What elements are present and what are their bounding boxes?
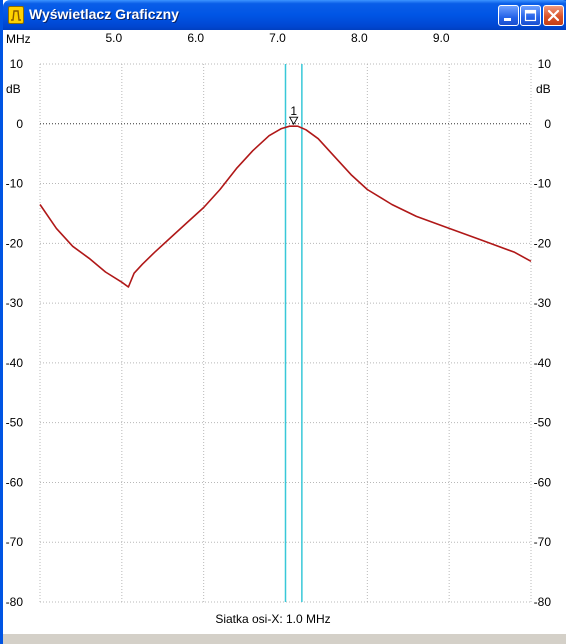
marker-label: 1 — [290, 104, 297, 118]
y-tick-label-right: -30 — [534, 296, 552, 310]
trace-layer — [39, 125, 532, 288]
y-tick-label-right: -50 — [534, 416, 552, 430]
y-tick-label-right: -20 — [534, 236, 552, 250]
filter-response-icon — [8, 6, 24, 24]
y-tick-label-left: -70 — [6, 535, 24, 549]
x-tick-label: 6.0 — [187, 31, 204, 45]
window-title: Wyświetlacz Graficzny — [29, 6, 179, 22]
y-tick-label-left: -50 — [6, 416, 24, 430]
close-icon — [547, 9, 560, 22]
y-tick-label-right: -40 — [534, 356, 552, 370]
close-button[interactable] — [543, 5, 564, 26]
minimize-button[interactable] — [498, 5, 519, 26]
y-tick-label-left: -30 — [6, 296, 24, 310]
y-tick-label-right: 0 — [544, 117, 551, 131]
x-tick-label: 8.0 — [351, 31, 368, 45]
response-trace — [39, 125, 532, 288]
y-tick-label-right: -60 — [534, 475, 552, 489]
minimize-icon — [504, 18, 511, 21]
y-tick-label-left: 0 — [16, 117, 23, 131]
response-chart[interactable]: MHz dB dB 5.0 6.0 7.0 8.0 9.0 100-10-20-30-4… — [3, 30, 566, 644]
x-grid-footer: Siatka osi-X: 1.0 MHz — [215, 612, 330, 626]
y-tick-labels-left: 10 0 -10 -20 -30 -40 -50 -60 -70 -80 — [6, 57, 24, 609]
marker-layer[interactable]: 1 — [288, 104, 299, 126]
y-tick-label-left: -10 — [6, 177, 24, 191]
y-tick-label-right: -10 — [534, 177, 552, 191]
y-tick-label-left: -40 — [6, 356, 24, 370]
maximize-icon — [524, 9, 537, 22]
title-bar[interactable]: Wyświetlacz Graficzny — [3, 0, 566, 30]
x-tick-label: 9.0 — [433, 31, 450, 45]
y-tick-label-left: -20 — [6, 236, 24, 250]
y-tick-label-right: -80 — [534, 595, 552, 609]
y-tick-label-right: -70 — [534, 535, 552, 549]
y-tick-label-left: -60 — [6, 475, 24, 489]
y-axis-unit-left: dB — [6, 82, 21, 96]
plot-grid — [39, 63, 532, 603]
y-tick-labels-right: 10 0 -10 -20 -30 -40 -50 -60 -70 -80 — [534, 57, 552, 609]
x-tick-label: 7.0 — [269, 31, 286, 45]
y-tick-label-left: 10 — [10, 57, 24, 71]
y-tick-label-right: 10 — [538, 57, 552, 71]
marker-lines — [284, 64, 303, 602]
marker-triangle-icon — [288, 116, 299, 126]
y-tick-label-left: -80 — [6, 595, 24, 609]
maximize-button[interactable] — [520, 5, 541, 26]
status-strip — [3, 634, 566, 644]
x-tick-labels: 5.0 6.0 7.0 8.0 9.0 — [105, 31, 449, 45]
x-axis-unit: MHz — [6, 32, 31, 46]
y-axis-unit-right: dB — [536, 82, 551, 96]
x-tick-label: 5.0 — [105, 31, 122, 45]
